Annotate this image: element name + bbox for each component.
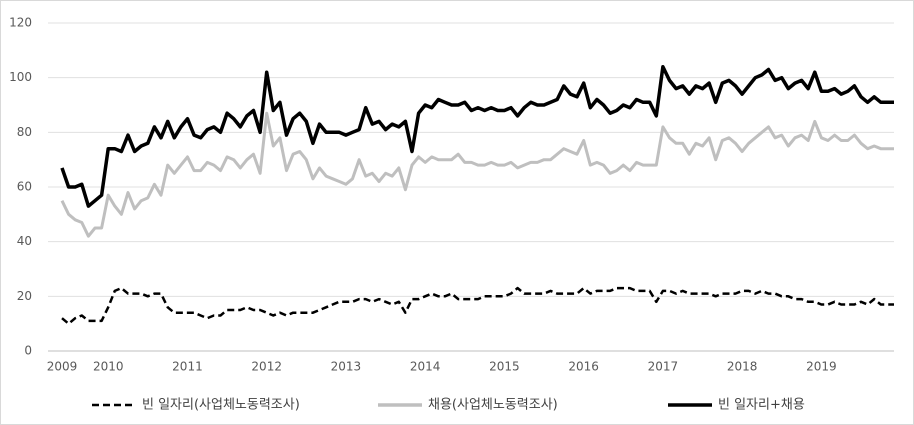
y-tick-label: 0	[24, 344, 32, 358]
y-tick-label: 100	[9, 70, 32, 84]
y-tick-label: 40	[17, 234, 32, 248]
y-tick-label: 120	[9, 16, 32, 30]
x-tick-label: 2017	[648, 360, 679, 374]
x-tick-label: 2019	[806, 360, 837, 374]
legend: 빈 일자리(사업체노동력조사) 채용(사업체노동력조사) 빈 일자리+채용	[92, 398, 805, 413]
x-tick-label: 2010	[93, 360, 124, 374]
y-tick-label: 80	[17, 125, 32, 139]
x-tick-label: 2016	[568, 360, 599, 374]
x-tick-label: 2014	[410, 360, 441, 374]
x-tick-label: 2018	[727, 360, 758, 374]
y-tick-label: 60	[17, 180, 32, 194]
x-tick-label: 2015	[489, 360, 520, 374]
y-tick-label: 20	[17, 289, 32, 303]
series-line	[60, 64, 894, 208]
legend-label: 빈 일자리+채용	[718, 398, 805, 413]
series-line	[60, 111, 894, 238]
series-line	[61, 286, 894, 325]
legend-label: 채용(사업체노동력조사)	[428, 398, 558, 413]
x-tick-label: 2012	[251, 360, 282, 374]
x-tick-label: 2009	[47, 360, 78, 374]
x-tick-label: 2013	[331, 360, 362, 374]
legend-label: 빈 일자리(사업체노동력조사)	[142, 398, 300, 413]
x-tick-label: 2011	[172, 360, 203, 374]
